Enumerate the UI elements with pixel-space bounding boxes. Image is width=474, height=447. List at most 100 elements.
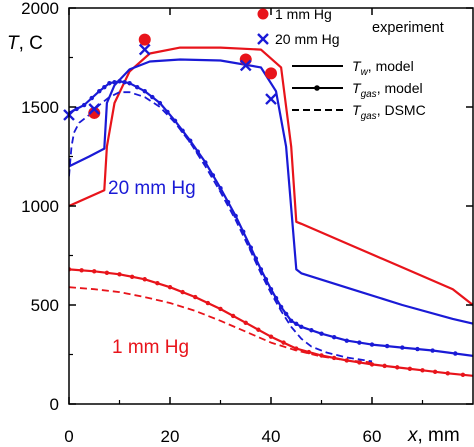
experiment-point-20mmhg <box>88 103 101 115</box>
series-dot <box>445 371 450 376</box>
series-dot <box>89 95 94 101</box>
series-dot <box>205 300 211 306</box>
experiment-point-1mmhg <box>138 33 151 46</box>
series-dot <box>180 289 185 295</box>
experiment-point-20mmhg <box>239 59 252 72</box>
series-dot <box>195 149 200 154</box>
x-axis-title: x, mm <box>407 425 460 446</box>
series-dot <box>306 349 312 355</box>
series-dot <box>81 102 87 108</box>
series-dot <box>233 213 238 219</box>
series-dot <box>150 94 155 100</box>
series-line-dashed <box>69 286 373 364</box>
series-dot <box>382 363 387 369</box>
y-tick-label: 2000 <box>21 0 59 18</box>
annotation-20mmhg: 20 mm Hg <box>108 178 196 199</box>
legend-suffix-tw: , model <box>368 58 414 74</box>
series-dot <box>415 346 420 352</box>
legend: 1 mm Hg 20 mm Hg experiment Tw, model Tg… <box>257 6 444 122</box>
legend-suffix-tgas-model: , model <box>377 80 423 96</box>
series-dot <box>127 81 132 86</box>
legend-symbol-tgas-dsmc: T <box>352 102 362 118</box>
series-dot <box>357 340 362 345</box>
series-dot <box>218 185 223 191</box>
series-dot <box>79 268 84 273</box>
series-dot <box>134 85 140 90</box>
series-dot <box>157 100 163 106</box>
x-tick-label: 0 <box>64 427 73 446</box>
legend-suffix-tgas-dsmc: , DSMC <box>377 102 426 118</box>
legend-sub-tgas-dsmc: gas <box>361 111 377 122</box>
series-dot <box>155 281 160 286</box>
series-dot <box>180 128 185 133</box>
legend-symbol-tw: T <box>352 58 362 74</box>
series-dot <box>420 368 425 373</box>
legend-sub-tgas: gas <box>361 89 377 100</box>
series-dot <box>102 85 107 90</box>
y-axis-variable: T <box>7 33 20 54</box>
series-dot <box>289 318 294 324</box>
series-dot <box>268 334 274 339</box>
series-line-solid-dot <box>69 80 473 357</box>
x-tick-label: 60 <box>363 427 382 446</box>
series-dot <box>299 324 304 329</box>
series-dot <box>129 274 135 279</box>
series-dot <box>188 138 193 143</box>
legend-symbol-tgas: T <box>352 80 362 96</box>
series-dot <box>167 284 173 290</box>
series-dot <box>407 366 413 372</box>
series-line-solid <box>69 46 473 307</box>
x-tick-label: 40 <box>262 427 281 446</box>
legend-label-tw-model: Tw, model <box>352 58 414 78</box>
series-dot <box>97 88 102 94</box>
y-tick-label: 500 <box>31 296 59 315</box>
series-dot <box>460 372 466 377</box>
y-tick-label: 1000 <box>21 197 59 216</box>
legend-sub-tw: w <box>361 67 369 78</box>
series-dot <box>319 331 324 336</box>
series-dot <box>344 338 349 343</box>
series-layer <box>69 46 473 377</box>
x-axis-unit: , mm <box>418 425 460 446</box>
series-dot <box>331 334 337 340</box>
experiment-points-layer <box>63 33 277 121</box>
series-dot <box>384 343 390 349</box>
series-dot <box>256 327 261 332</box>
experiment-point-20mmhg <box>138 43 151 56</box>
series-dot <box>309 328 314 333</box>
series-dot <box>400 345 405 350</box>
x-axis-variable: x <box>407 425 419 446</box>
series-dot <box>395 365 400 370</box>
series-dot <box>218 306 223 312</box>
y-tick-label: 1500 <box>21 98 59 117</box>
series-dot <box>369 342 375 347</box>
series-dot <box>142 88 147 94</box>
series-dot <box>369 362 375 367</box>
legend-label-tgas-model: Tgas, model <box>352 80 423 100</box>
series-dot <box>430 348 435 353</box>
series-dot <box>92 269 97 274</box>
legend-label-1mmhg: 1 mm Hg <box>275 6 332 22</box>
series-dot <box>104 270 110 276</box>
y-tick-label: 0 <box>50 395 59 414</box>
legend-line-dot <box>314 85 320 91</box>
series-dot <box>193 294 198 300</box>
series-dot <box>294 321 299 327</box>
legend-title-experiment: experiment <box>372 20 444 36</box>
series-dot <box>117 272 122 277</box>
series-dot <box>432 369 438 375</box>
series-dot <box>112 80 117 85</box>
series-dot <box>230 313 236 319</box>
legend-marker-circle <box>257 8 269 20</box>
experiment-point-1mmhg <box>239 53 252 66</box>
series-dot <box>453 351 458 356</box>
legend-label-20mmhg: 20 mm Hg <box>275 31 340 47</box>
series-dot <box>281 340 286 345</box>
series-line-solid-dot <box>69 268 473 377</box>
y-axis-title: T, C <box>7 33 43 54</box>
y-axis-unit: , C <box>19 33 43 54</box>
series-dot <box>117 79 122 84</box>
experiment-point-1mmhg <box>265 67 277 80</box>
